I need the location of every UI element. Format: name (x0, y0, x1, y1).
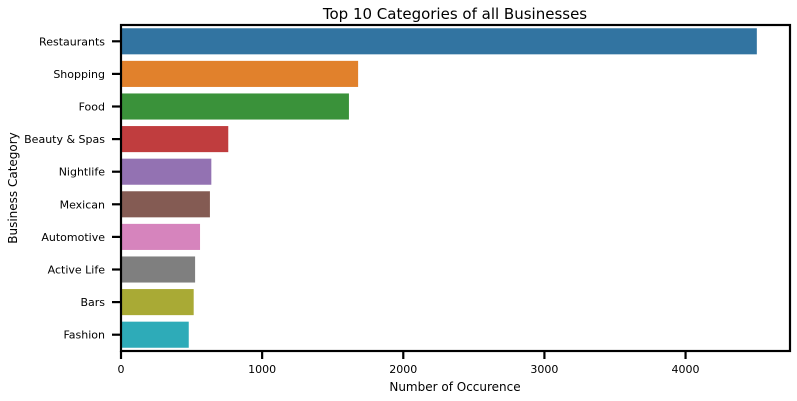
x-axis-ticks: 0 1000 2000 3000 4000 (118, 351, 700, 376)
y-tick-label: Fashion (63, 329, 105, 342)
y-tick-label: Food (79, 101, 105, 114)
y-tick-label: Mexican (60, 198, 105, 211)
bar-food (121, 93, 349, 120)
y-tick-label: Active Life (48, 264, 106, 277)
bar-beauty-spas (121, 126, 229, 153)
bar-active-life (121, 256, 196, 283)
chart-title: Top 10 Categories of all Businesses (322, 5, 587, 23)
y-tick-label: Beauty & Spas (24, 133, 105, 146)
y-tick-label: Automotive (41, 231, 105, 244)
plot-frame (119, 23, 792, 353)
bar-fashion (121, 321, 189, 348)
x-axis-label: Number of Occurence (389, 380, 520, 394)
bar-nightlife (121, 158, 212, 185)
bar-mexican (121, 191, 210, 218)
y-axis-ticks: Restaurants Shopping Food Beauty & Spas Nigh… (24, 35, 121, 342)
x-tick-label: 4000 (672, 363, 700, 376)
y-tick-label: Bars (80, 296, 105, 309)
bar-restaurants (121, 28, 757, 55)
y-tick-label: Restaurants (39, 35, 105, 48)
bar-bars (121, 289, 194, 316)
y-tick-label: Nightlife (59, 166, 106, 179)
y-axis-label: Business Category (6, 132, 20, 244)
bars-group (121, 28, 757, 348)
bar-automotive (121, 223, 201, 250)
y-tick-label: Shopping (53, 68, 105, 81)
x-tick-label: 0 (118, 363, 125, 376)
x-tick-label: 1000 (248, 363, 276, 376)
x-tick-label: 2000 (389, 363, 417, 376)
bar-shopping (121, 60, 359, 87)
x-tick-label: 3000 (530, 363, 558, 376)
